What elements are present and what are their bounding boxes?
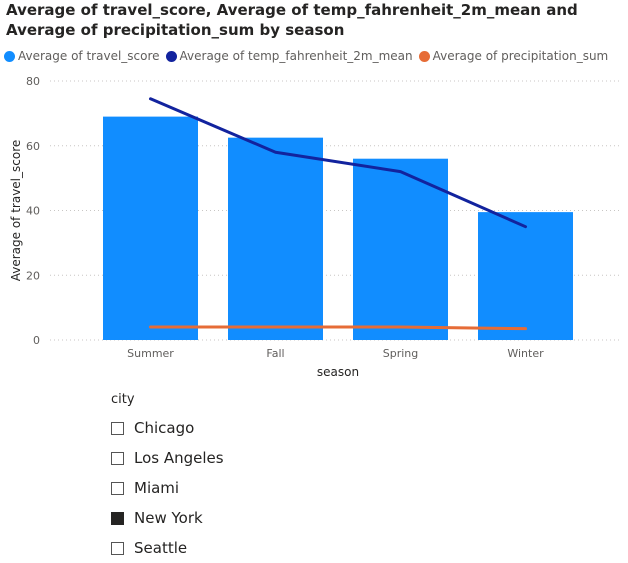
legend-label-temp: Average of temp_fahrenheit_2m_mean (179, 49, 413, 63)
slicer-title: city (111, 392, 135, 407)
slicer-item-label: Los Angeles (134, 449, 224, 467)
slicer-item-label: New York (134, 509, 203, 527)
chart-title: Average of travel_score, Average of temp… (6, 1, 578, 39)
line-series-0[interactable] (149, 97, 527, 229)
line-series-1[interactable] (149, 325, 527, 331)
slicer-item-los-angeles[interactable]: Los Angeles (111, 443, 224, 473)
slicer-item-label: Chicago (134, 419, 195, 437)
slicer-item-seattle[interactable]: Seattle (111, 533, 224, 563)
bar-summer[interactable] (103, 116, 198, 340)
bar-spring[interactable] (353, 158, 448, 340)
x-tick-label: Fall (266, 347, 284, 360)
slicer-item-miami[interactable]: Miami (111, 473, 224, 503)
y-tick-label: 60 (26, 140, 40, 153)
y-tick-label: 80 (26, 75, 40, 88)
slicer-item-label: Miami (134, 479, 180, 497)
checkbox[interactable] (111, 511, 124, 525)
combo-chart: 0 20 40 60 80 Average of travel_score Summer Fa… (9, 75, 622, 379)
y-tick-label: 20 (26, 269, 40, 282)
slicer-item-chicago[interactable]: Chicago (111, 413, 224, 443)
city-slicer: city Chicago Los Angeles Miami New York Seat… (111, 392, 224, 563)
slicer-item-label: Seattle (134, 539, 188, 557)
bar-fall[interactable] (228, 137, 323, 340)
legend-label-precipitation: Average of precipitation_sum (432, 49, 609, 63)
checkbox[interactable] (111, 451, 124, 465)
slicer-item-new-york[interactable]: New York (111, 503, 224, 533)
chart-legend: Average of travel_score Average of temp_… (4, 49, 614, 63)
legend-item-travel-score[interactable]: Average of travel_score (4, 49, 160, 63)
legend-dot-precipitation (418, 50, 430, 62)
checkbox[interactable] (111, 481, 124, 495)
x-tick-label: Spring (383, 347, 419, 360)
y-tick-label: 40 (26, 205, 40, 218)
legend-item-precipitation[interactable]: Average of precipitation_sum (418, 49, 609, 63)
legend-item-temp[interactable]: Average of temp_fahrenheit_2m_mean (165, 49, 413, 63)
legend-label-travel-score: Average of travel_score (18, 49, 160, 63)
bar-winter[interactable] (478, 212, 573, 340)
x-axis-label: season (317, 365, 359, 379)
legend-dot-travel-score (4, 50, 15, 62)
x-tick-label: Summer (127, 347, 174, 360)
y-axis-label: Average of travel_score (9, 140, 23, 282)
y-tick-label: 0 (33, 334, 40, 347)
checkbox[interactable] (111, 421, 124, 435)
legend-dot-temp (165, 50, 177, 62)
checkbox[interactable] (111, 541, 124, 555)
x-tick-label: Winter (507, 347, 544, 360)
